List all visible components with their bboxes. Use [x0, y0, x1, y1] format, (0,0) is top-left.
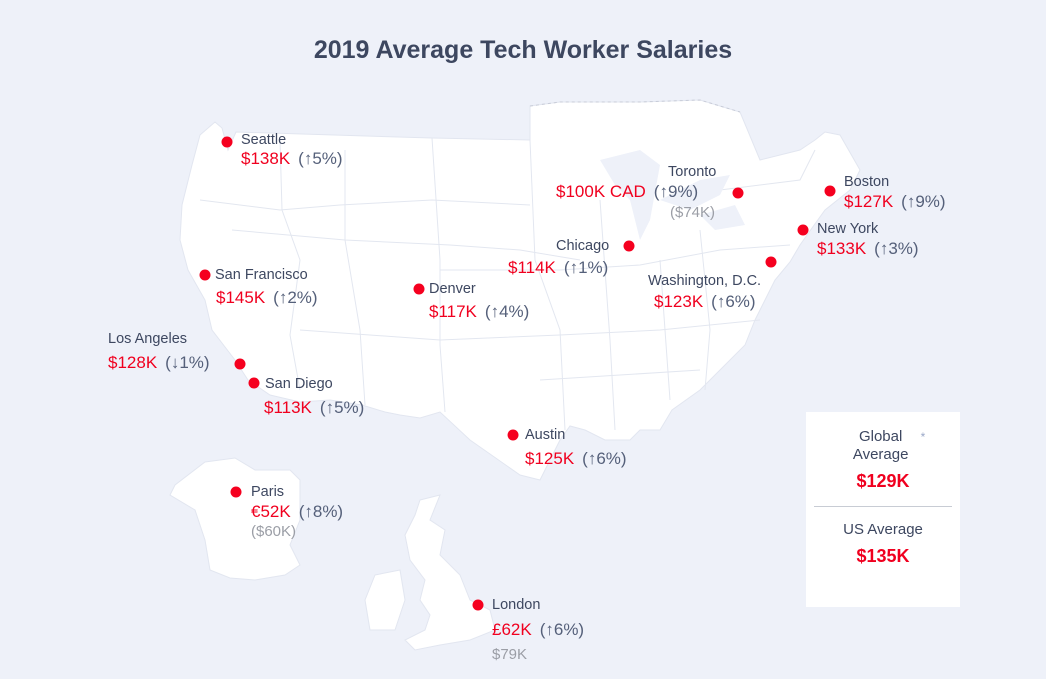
city-name-los-angeles: Los Angeles	[108, 331, 188, 347]
city-marker-paris[interactable]	[230, 486, 242, 498]
city-name-san-diego: San Diego	[265, 376, 333, 392]
salary-change: (↑6%)	[582, 449, 627, 468]
city-marker-washington-dc[interactable]	[765, 256, 777, 268]
divider	[814, 506, 952, 507]
us-average-label: US Average	[806, 521, 960, 539]
city-salary-row-los-angeles: $128K (↓1%)	[108, 353, 210, 373]
uk-landmass	[404, 494, 496, 651]
averages-panel: Global Average * $129K US Average $135K	[806, 412, 960, 607]
city-name-new-york: New York	[817, 221, 879, 237]
city-marker-chicago[interactable]	[623, 240, 635, 252]
city-marker-los-angeles[interactable]	[234, 358, 246, 370]
salary-value: $125K	[525, 449, 575, 468]
salary-value: £62K	[492, 620, 532, 639]
us-average-label-text: US Average	[843, 521, 923, 538]
city-salary-row-san-diego: $113K (↑5%)	[264, 398, 364, 418]
city-salary-row-toronto: $100K CAD (↑9%)	[556, 182, 698, 202]
salary-change: (↑3%)	[874, 239, 919, 258]
city-salary-row-boston: $127K (↑9%)	[844, 192, 946, 212]
salary-value: $113K	[264, 398, 312, 417]
salary-value: $123K	[654, 292, 704, 311]
ireland-landmass	[364, 569, 406, 631]
city-salary-row-san-francisco: $145K (↑2%)	[216, 288, 318, 308]
city-name-boston: Boston	[844, 174, 890, 190]
city-marker-austin[interactable]	[507, 429, 519, 441]
salary-value: $114K	[508, 258, 556, 277]
france-landmass	[169, 457, 301, 581]
salary-change: (↑6%)	[711, 292, 756, 311]
salary-value: €52K	[251, 502, 291, 521]
global-average-label-text: Global Average	[852, 428, 909, 463]
canada-border	[529, 99, 741, 113]
salary-change: (↑5%)	[319, 398, 365, 417]
city-marker-toronto[interactable]	[732, 187, 744, 199]
city-name-london: London	[492, 597, 541, 613]
salary-change: (↑2%)	[273, 288, 318, 307]
city-marker-denver[interactable]	[413, 283, 425, 295]
converted-salary-london: $79K	[492, 646, 528, 663]
city-salary-row-austin: $125K (↑6%)	[525, 449, 627, 469]
city-marker-seattle[interactable]	[221, 136, 233, 148]
converted-salary-toronto: ($74K)	[670, 204, 716, 221]
city-marker-new-york[interactable]	[797, 224, 809, 236]
salary-value: $138K	[241, 149, 291, 168]
asterisk-footnote-marker: *	[920, 430, 926, 444]
city-name-seattle: Seattle	[241, 132, 287, 148]
salary-value: $117K	[429, 302, 477, 321]
city-name-austin: Austin	[525, 427, 566, 443]
salary-value: $145K	[216, 288, 266, 307]
salary-change: (↑9%)	[901, 192, 946, 211]
us-average-value: $135K	[856, 546, 910, 566]
salary-value: $100K CAD	[556, 182, 646, 201]
page-title: 2019 Average Tech Worker Salaries	[313, 36, 733, 64]
city-salary-row-denver: $117K (↑4%)	[429, 302, 529, 322]
salary-value: $133K	[817, 239, 867, 258]
salary-change: (↑9%)	[653, 182, 699, 201]
salary-change: (↑5%)	[298, 149, 343, 168]
salary-change: (↑4%)	[484, 302, 530, 321]
city-salary-row-washington-dc: $123K (↑6%)	[654, 292, 756, 312]
great-lakes	[600, 150, 745, 240]
salary-value: $127K	[844, 192, 894, 211]
city-marker-san-francisco[interactable]	[199, 269, 211, 281]
city-name-chicago: Chicago	[556, 238, 610, 254]
city-marker-san-diego[interactable]	[248, 377, 260, 389]
global-average-label: Global Average *	[806, 428, 960, 464]
city-salary-row-chicago: $114K (↑1%)	[508, 258, 608, 278]
city-name-paris: Paris	[251, 484, 285, 500]
global-average-value: $129K	[856, 471, 910, 491]
city-name-toronto: Toronto	[668, 164, 717, 180]
city-salary-row-london: £62K (↑6%)	[492, 620, 584, 640]
city-salary-row-new-york: $133K (↑3%)	[817, 239, 919, 259]
salary-change: (↑8%)	[298, 502, 344, 521]
state-borders	[199, 137, 816, 431]
city-marker-london[interactable]	[472, 599, 484, 611]
city-name-san-francisco: San Francisco	[215, 267, 308, 283]
city-name-denver: Denver	[429, 281, 476, 297]
salary-change: (↓1%)	[165, 353, 210, 372]
city-name-washington-dc: Washington, D.C.	[648, 273, 762, 289]
city-salary-row-paris: €52K (↑8%)	[251, 502, 343, 522]
city-salary-row-seattle: $138K (↑5%)	[241, 149, 343, 169]
salary-value: $128K	[108, 353, 158, 372]
converted-salary-paris: ($60K)	[251, 523, 297, 540]
salary-change: (↑1%)	[563, 258, 609, 277]
city-marker-boston[interactable]	[824, 185, 836, 197]
salary-change: (↑6%)	[539, 620, 585, 639]
